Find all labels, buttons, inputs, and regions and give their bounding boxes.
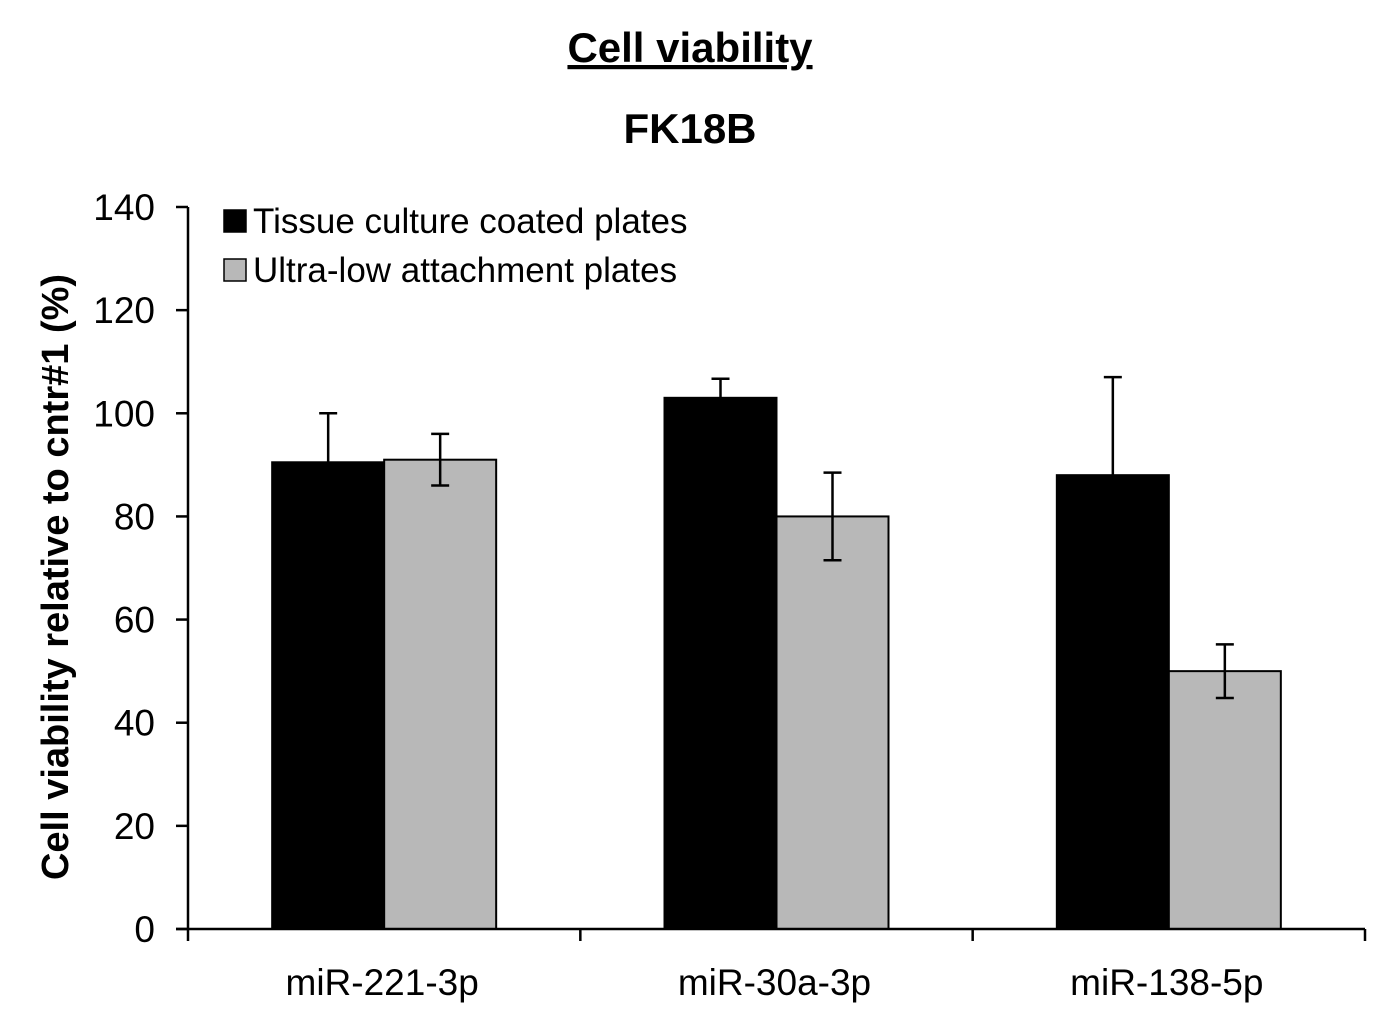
x-ticks-layer: miR-221-3p miR-30a-3p miR-138-5p [186,929,1367,1003]
bar-ultra-low-2 [775,515,890,931]
bar-ultra-low-3 [1167,670,1282,931]
legend-swatch-1 [223,209,247,233]
bars-layer [271,396,1282,931]
axes-layer [176,207,1365,931]
x-tick-label: miR-221-3p [286,962,479,1003]
y-tick-label: 120 [93,290,155,331]
legend-label-2: Ultra-low attachment plates [253,251,677,290]
x-tick-label: miR-138-5p [1070,962,1263,1003]
bar-tissue-culture-1 [271,461,386,930]
y-tick-label: 40 [114,703,155,744]
legend-swatch-2 [223,258,247,282]
x-tick-label: miR-30a-3p [678,962,871,1003]
legend-label-1: Tissue culture coated plates [253,202,688,241]
y-tick-label: 0 [134,909,155,950]
error-bars-layer [319,375,1234,700]
y-tick-label: 80 [114,496,155,537]
chart-subtitle: FK18B [623,105,756,152]
y-tick-label: 100 [93,393,155,434]
y-axis-label: Cell viability relative to cntr#1 (%) [35,274,77,880]
bar-ultra-low-1 [383,458,498,930]
y-tick-label: 140 [93,187,155,228]
bar-tissue-culture-2 [663,396,778,931]
legend: Tissue culture coated plates Ultra-low at… [223,202,688,290]
y-ticks-layer: 0 20 40 60 80 100 120 140 [93,187,188,950]
y-tick-label: 60 [114,600,155,641]
y-tick-label: 20 [114,806,155,847]
chart-title: Cell viability [567,24,813,71]
